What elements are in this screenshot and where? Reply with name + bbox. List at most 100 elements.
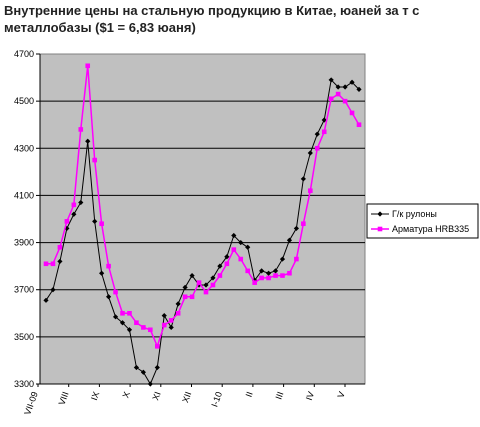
data-point (140, 369, 146, 375)
data-point (349, 110, 355, 116)
data-point (127, 310, 132, 316)
x-tick-label: V (335, 390, 346, 399)
y-tick-label: 4300 (14, 143, 34, 153)
data-point (280, 273, 285, 278)
data-point (294, 256, 299, 262)
legend: Г/к рулоны Арматура HRB335 (366, 203, 479, 239)
chart-title: Внутренние цены на стальную продукцию в … (4, 3, 420, 35)
data-point (57, 244, 63, 250)
data-point (126, 327, 133, 333)
y-tick-label: 3700 (14, 285, 34, 295)
data-point (245, 268, 251, 274)
data-point (321, 129, 327, 135)
data-point (335, 91, 341, 97)
data-point (356, 122, 362, 128)
data-point (203, 289, 209, 295)
data-point (259, 275, 264, 281)
x-tick-label: I-10 (209, 390, 224, 408)
data-point (300, 176, 306, 182)
data-point (50, 261, 56, 267)
data-point (133, 364, 140, 371)
data-point (189, 272, 195, 279)
data-point (314, 131, 320, 137)
y-tick-label: 4500 (14, 96, 34, 106)
data-point (92, 157, 97, 163)
data-point (106, 294, 112, 300)
data-point (328, 77, 334, 83)
data-point (161, 313, 167, 319)
data-point (141, 325, 146, 330)
data-point (78, 199, 84, 206)
plot-area (39, 53, 366, 385)
data-point (259, 268, 265, 274)
data-point (279, 256, 286, 262)
series-line (46, 65, 360, 349)
data-point (210, 275, 216, 281)
data-point (287, 270, 292, 276)
data-point (238, 256, 244, 262)
data-point (112, 314, 119, 320)
x-tick-label: X (121, 390, 132, 399)
data-point (92, 218, 98, 224)
data-point (168, 324, 174, 331)
y-tick-label: 4700 (14, 49, 34, 59)
data-point (293, 225, 299, 232)
data-point (119, 320, 126, 326)
x-tick-label: IV (304, 390, 316, 401)
data-point (356, 86, 362, 92)
data-point (120, 310, 125, 316)
data-point (349, 79, 355, 85)
data-point (314, 145, 320, 151)
data-point (161, 322, 167, 328)
data-point (286, 237, 293, 243)
data-point (335, 84, 341, 90)
data-point (64, 225, 70, 232)
data-point (266, 275, 271, 281)
x-tick-label: VIII (57, 390, 71, 406)
x-tick-label: VII-09 (22, 390, 40, 416)
data-point (175, 301, 181, 307)
data-point (224, 254, 230, 260)
data-point (196, 280, 202, 285)
data-point (308, 188, 313, 194)
data-point (210, 282, 216, 288)
data-point (85, 63, 91, 69)
data-point (106, 263, 111, 269)
data-point (238, 239, 244, 246)
data-point (43, 297, 49, 303)
data-point (148, 327, 153, 333)
data-point (71, 211, 77, 217)
data-point (99, 270, 105, 276)
data-point (245, 244, 251, 250)
x-tick-label: XII (180, 390, 193, 404)
gridlines (40, 100, 365, 338)
data-point (99, 221, 104, 227)
data-point (273, 273, 278, 278)
data-point (43, 261, 49, 267)
data-point (272, 268, 279, 274)
data-point (71, 202, 77, 208)
data-point (50, 287, 56, 293)
legend-label: Г/к рулоны (392, 209, 437, 219)
x-tick-label: XI (150, 390, 162, 401)
data-point (64, 219, 70, 224)
y-tick-label: 3300 (14, 379, 34, 389)
data-point (78, 127, 84, 132)
legend-label: Арматура HRB335 (392, 224, 469, 234)
y-tick-label: 4100 (14, 190, 34, 200)
data-point (57, 258, 63, 265)
data-point (168, 318, 174, 323)
x-tick-label: II (244, 390, 255, 398)
data-point (224, 261, 230, 267)
data-point (328, 96, 334, 102)
y-tick-label: 3500 (14, 332, 34, 342)
data-point (307, 150, 313, 156)
data-point (342, 84, 348, 90)
data-point (113, 289, 118, 295)
data-point (154, 364, 160, 371)
data-point (265, 270, 272, 276)
legend-box (366, 203, 479, 239)
series-group (43, 63, 362, 387)
data-point (175, 310, 181, 316)
